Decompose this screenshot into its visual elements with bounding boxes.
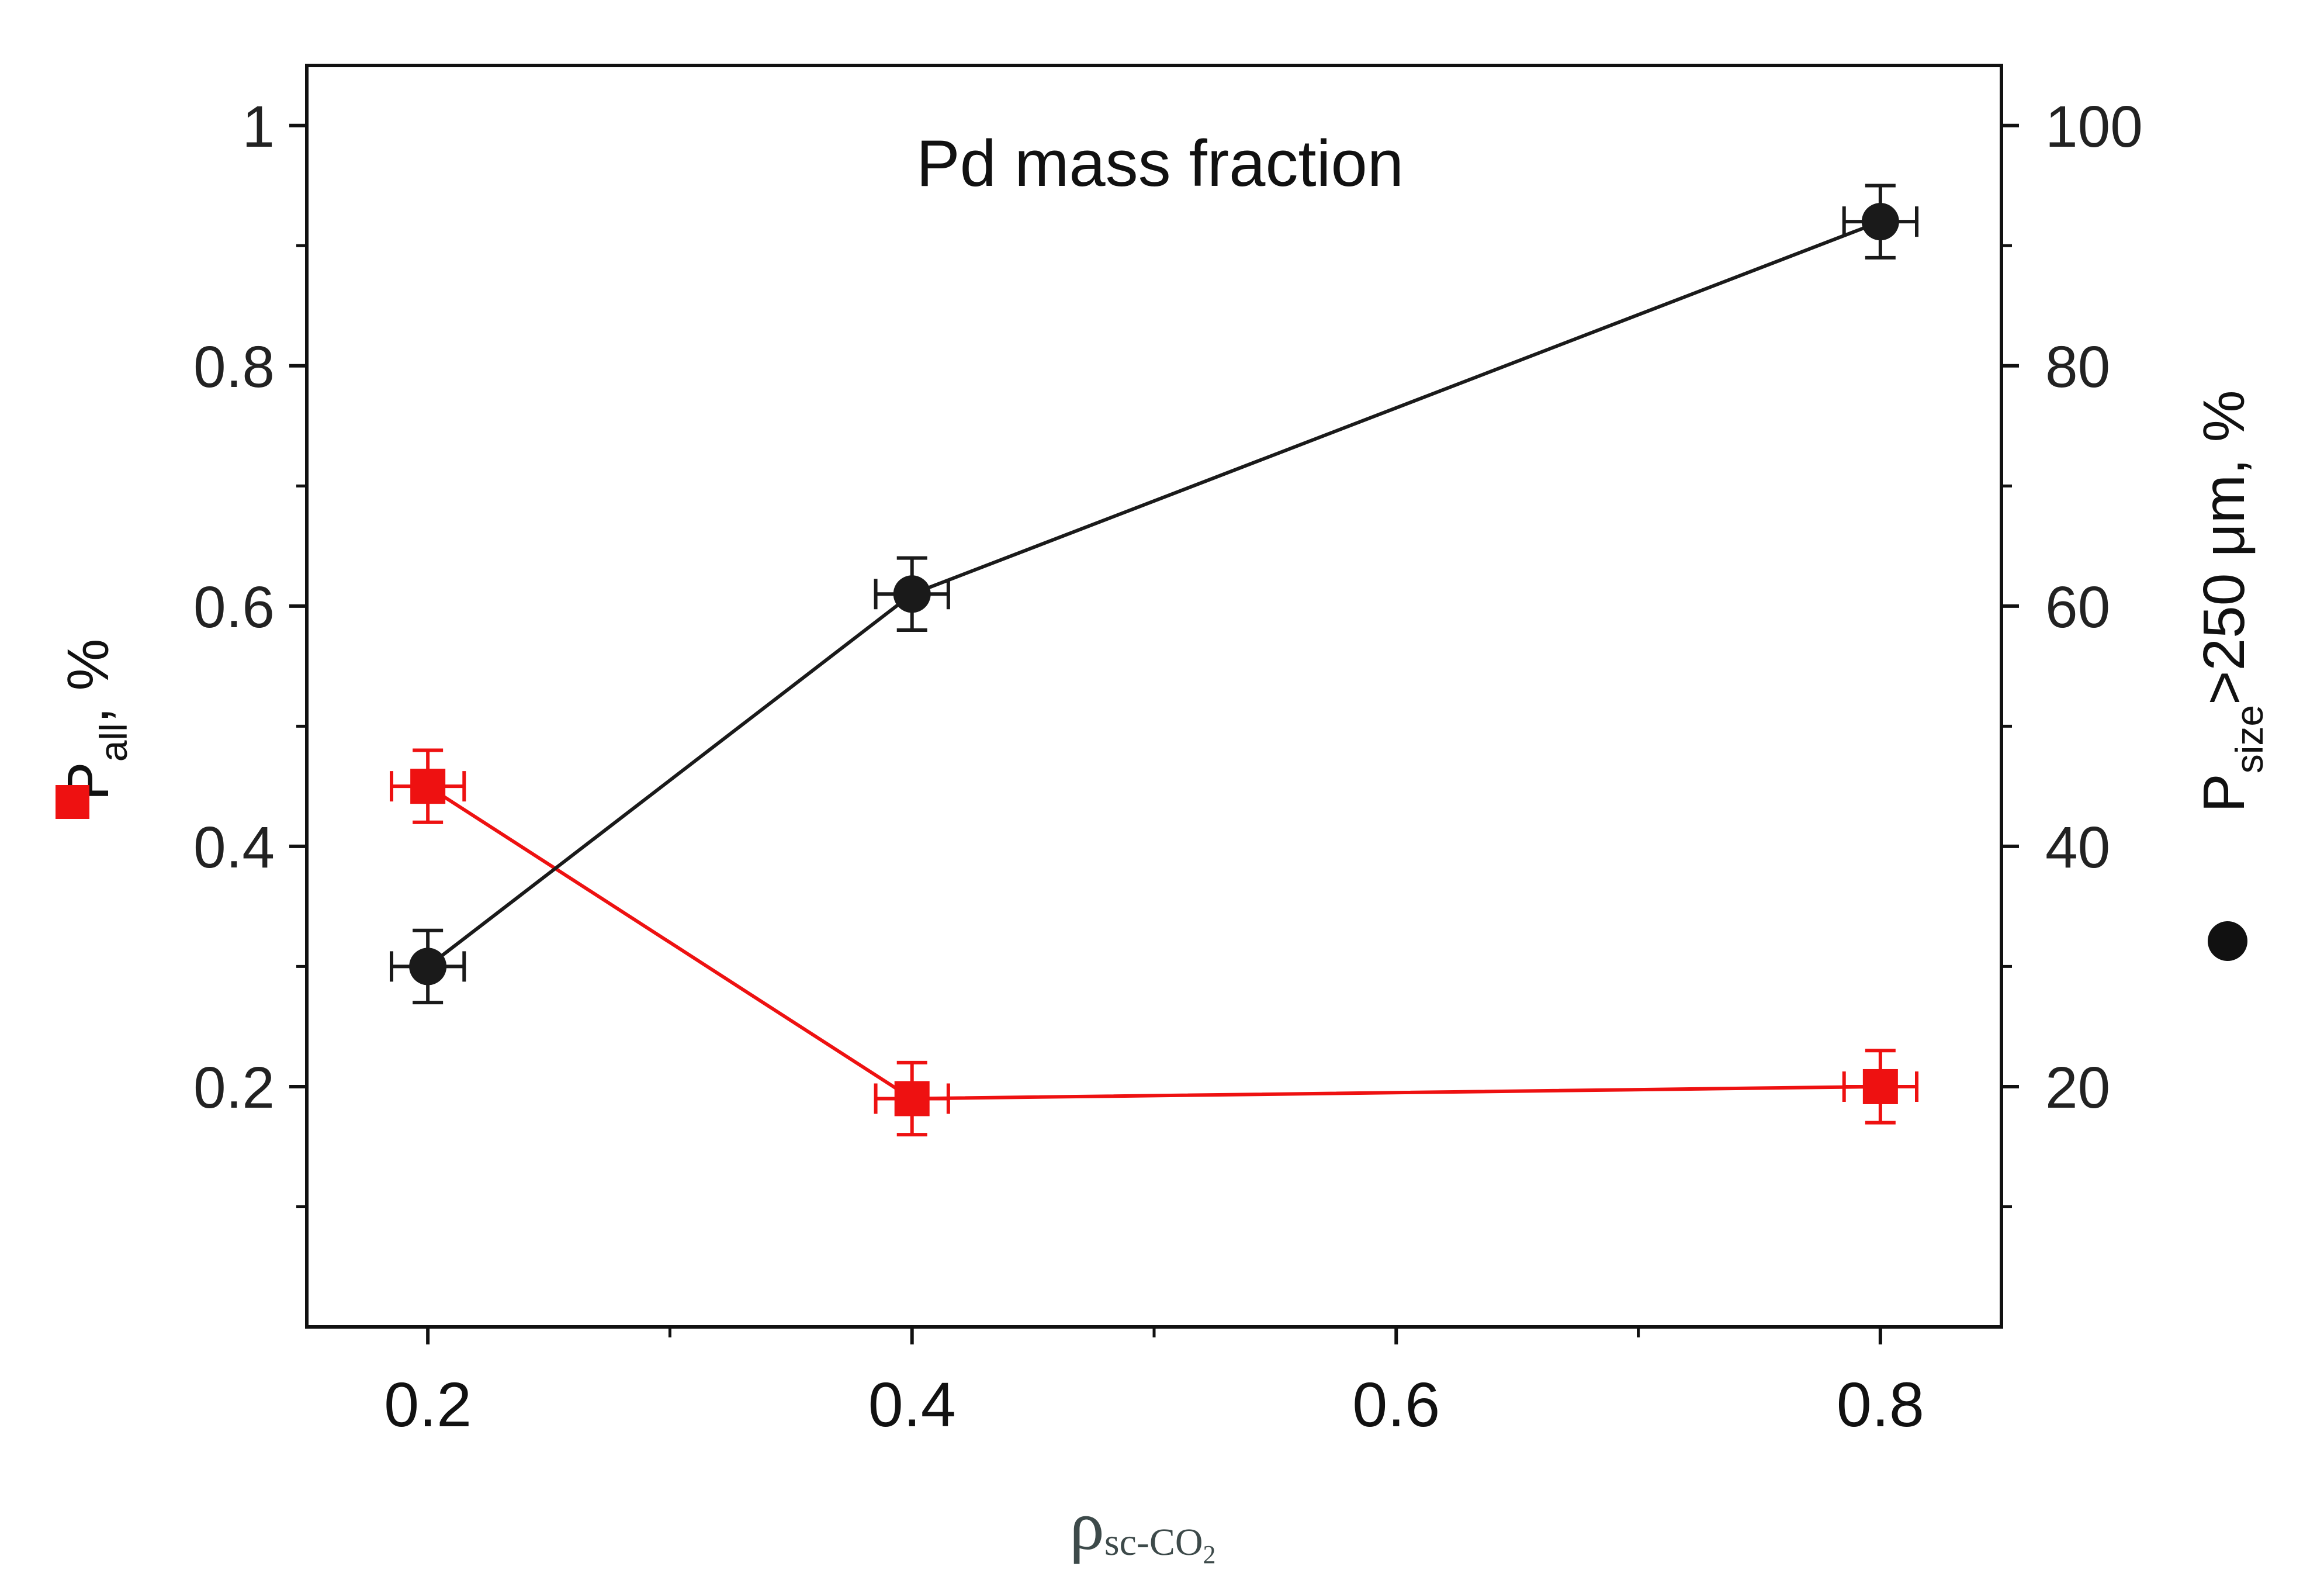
- right-axis-title-sub: size: [2228, 705, 2271, 773]
- series-0-point-2: [1862, 1069, 1898, 1104]
- right-axis-title: Psize>250 μm, %: [2191, 390, 2271, 813]
- x-axis-title-main: ρ: [1069, 1486, 1104, 1564]
- series-1-point-0: [409, 948, 447, 986]
- right-axis-title-suffix: >250 μm, %: [2191, 390, 2257, 704]
- left-axis-title-suffix: , %: [56, 639, 121, 723]
- left-y-tick-label-0: 0.2: [193, 1055, 275, 1121]
- right-y-tick-label-2: 60: [2045, 575, 2110, 640]
- left-axis-title-sub: all: [92, 723, 135, 762]
- svg-text:Pall, %: Pall, %: [56, 639, 135, 801]
- series-0-point-0: [410, 769, 446, 804]
- series-0-line: [427, 784, 1880, 1101]
- left-y-tick-label-4: 1: [242, 94, 275, 160]
- left-legend-square-icon: [56, 785, 89, 819]
- right-legend-circle-icon: [2208, 921, 2247, 961]
- x-tick-label-2: 0.6: [1352, 1369, 1440, 1440]
- series-1-line: [427, 220, 1881, 968]
- left-y-tick-label-3: 0.8: [193, 334, 275, 400]
- svg-text:Psize>250 μm, %: Psize>250 μm, %: [2191, 390, 2271, 813]
- x-tick-label-3: 0.8: [1837, 1369, 1924, 1440]
- right-y-tick-label-4: 100: [2045, 94, 2143, 160]
- series-0-point-1: [894, 1081, 930, 1116]
- x-axis-title-sub: sc-CO: [1104, 1521, 1203, 1564]
- chart-title: Pd mass fraction: [916, 127, 1404, 200]
- left-y-tick-label-1: 0.4: [193, 815, 275, 880]
- right-y-tick-label-3: 80: [2045, 334, 2110, 400]
- x-tick-label-1: 0.4: [868, 1369, 956, 1440]
- left-y-tick-label-2: 0.6: [193, 575, 275, 640]
- right-y-tick-label-1: 40: [2045, 815, 2110, 880]
- x-tick-label-0: 0.2: [384, 1369, 472, 1440]
- x-axis-title: ρsc-CO2: [1069, 1486, 1216, 1569]
- plot-frame: [305, 64, 2003, 1329]
- right-axis-title-main: P: [2191, 773, 2257, 813]
- x-axis-title-sub2: 2: [1203, 1540, 1216, 1569]
- series-1-point-1: [893, 575, 931, 613]
- right-y-tick-label-0: 20: [2045, 1055, 2110, 1121]
- left-axis-title: Pall, %: [56, 639, 135, 801]
- series-1-point-2: [1861, 203, 1899, 241]
